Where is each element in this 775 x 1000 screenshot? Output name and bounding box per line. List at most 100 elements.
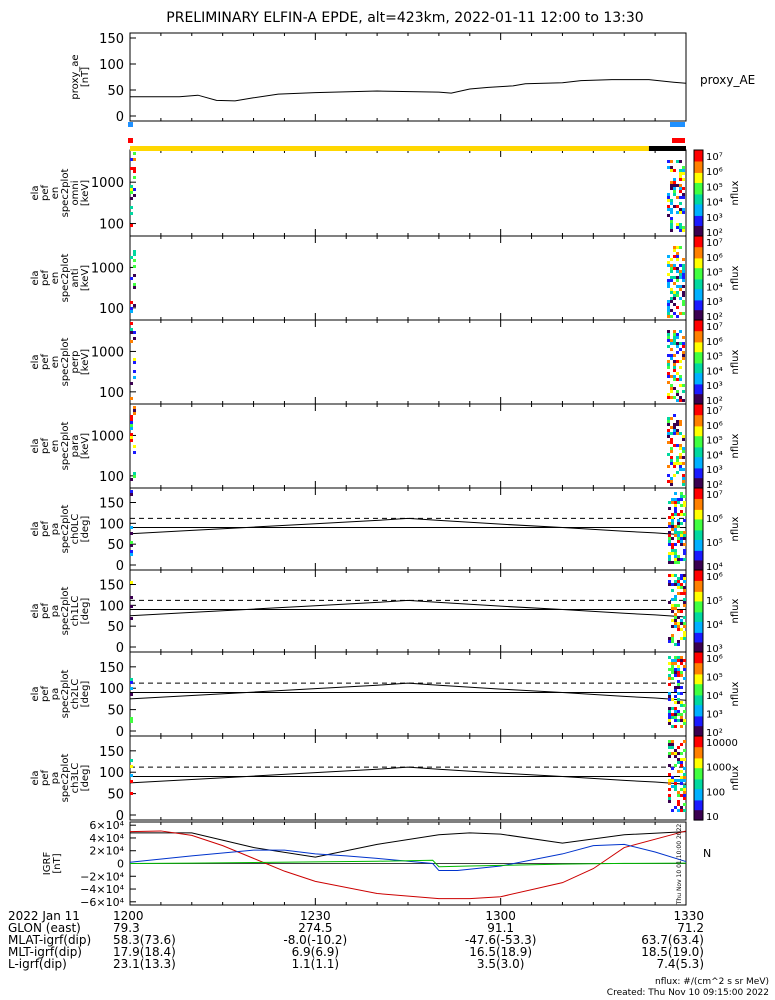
ephemeris-value: 63.7(63.4): [641, 933, 704, 947]
colorbar-cell: [694, 695, 703, 698]
colorbar-cell: [694, 668, 703, 671]
spectrogram-pixel: [679, 342, 682, 345]
spectrogram-pixel: [667, 199, 670, 202]
spectrogram-pixel: [668, 522, 671, 525]
spectrogram-pixel: [677, 498, 680, 501]
colorbar-cell: [694, 255, 703, 258]
spectrogram-pixel: [676, 462, 679, 465]
colorbar-cell: [694, 523, 703, 526]
spectrogram-pixel: [668, 574, 671, 577]
colorbar-cell: [694, 177, 703, 180]
colorbar-cell: [694, 636, 703, 639]
spectrogram-pixel: [680, 574, 683, 577]
spectrogram-pixel: [130, 765, 133, 768]
spectrogram-pixel: [679, 285, 682, 288]
spectrogram-pixel: [677, 683, 680, 686]
spectrogram-pixel: [668, 746, 671, 749]
spectrogram-pixel: [677, 656, 680, 659]
spectrogram-pixel: [668, 537, 671, 540]
spectrogram-pixel: [667, 312, 670, 315]
colorbar-cell: [694, 420, 703, 423]
spectrogram-pixel: [130, 340, 133, 343]
spectrogram-pixel: [682, 294, 685, 297]
spectrogram-pixel: [680, 619, 683, 622]
spectrogram-pixel: [674, 534, 677, 537]
ylabel-line: ch3LC: [70, 763, 81, 794]
colorbar-cell: [694, 482, 703, 485]
colorbar-cell: [694, 430, 703, 433]
colorbar-cell: [694, 441, 703, 444]
colorbar-cell: [694, 488, 703, 490]
colorbar-cell: [694, 283, 703, 286]
spectrogram-pixel: [130, 158, 133, 161]
y-tick-label: 50: [107, 538, 124, 553]
colorbar-tick: 10²: [706, 396, 723, 407]
colorbar-tick: 10⁵: [706, 352, 723, 363]
spectrogram-pixel: [670, 258, 673, 261]
spectrogram-pixel: [667, 261, 670, 264]
ylabel-line: IGRF: [42, 852, 53, 876]
spectrogram-pixel: [673, 312, 676, 315]
spectrogram-pixel: [680, 716, 683, 719]
colorbar-tick: 10⁶: [706, 167, 723, 178]
ephemeris-value: 16.5(18.9): [469, 945, 532, 959]
colorbar-cell: [694, 341, 703, 343]
spectrogram-pixel: [667, 279, 670, 282]
spectrogram-pixel: [667, 300, 670, 303]
spectrogram-pixel: [677, 561, 680, 564]
colorbar-cell: [694, 666, 703, 668]
colorbar-cell: [694, 434, 703, 437]
spectrogram-pixel: [668, 692, 671, 695]
colorbar-cell: [694, 702, 703, 705]
spectrogram-pixel: [670, 267, 673, 270]
colorbar-cell: [694, 422, 703, 425]
colorbar-cell: [694, 638, 703, 641]
spectrogram-pixel: [680, 764, 683, 767]
spectrogram-pixel: [682, 172, 685, 175]
colorbar-tick: 10⁴: [706, 620, 723, 631]
spectrogram-pixel: [668, 707, 671, 710]
spectrogram-pixel: [676, 399, 679, 402]
state-bars: [128, 122, 686, 151]
colorbar-cell: [694, 369, 703, 371]
colorbar-cell: [694, 496, 703, 499]
spectrogram-pixel: [671, 543, 674, 546]
colorbar-cell: [694, 605, 703, 608]
colorbar-tick: 10³: [706, 710, 723, 721]
colorbar-cell: [694, 535, 703, 538]
colorbar-cell: [694, 353, 703, 356]
ylabel-line: ela: [30, 686, 41, 701]
spectrogram-pixel: [676, 285, 679, 288]
colorbar-cell: [694, 370, 703, 373]
ylabel-line: spec2plot: [60, 670, 71, 719]
spectrogram-pixel: [679, 297, 682, 300]
spectrogram-pixel: [130, 693, 133, 696]
colorbar-cell: [694, 193, 703, 196]
spectrogram-pixel: [668, 683, 671, 686]
spectrogram-pixel: [671, 809, 674, 812]
colorbar-cell: [694, 252, 703, 255]
spectrogram-pixel: [670, 450, 673, 453]
spectrogram-pixel: [677, 522, 680, 525]
spectrogram-pixel: [673, 426, 676, 429]
colorbar-cell: [694, 712, 703, 715]
spectrogram-pixel: [679, 348, 682, 351]
colorbar-cell: [694, 373, 703, 376]
y-tick-label: 100: [99, 682, 124, 697]
spectrogram-pixel: [667, 160, 670, 163]
y-tick-label: 50: [107, 788, 124, 803]
colorbar-cell: [694, 710, 703, 713]
colorbar-cell: [694, 286, 703, 289]
colorbar-cell: [694, 620, 703, 623]
y-tick-label: 100: [99, 302, 124, 317]
spectrogram-pixel: [671, 725, 674, 728]
colorbar-cell: [694, 336, 703, 339]
colorbar-cell: [694, 800, 703, 803]
spectrogram-pixel: [677, 610, 680, 613]
colorbar-cell: [694, 485, 703, 488]
colorbar-cell: [694, 815, 703, 818]
spectrogram-pixel: [133, 158, 136, 161]
spectrogram-pixel: [673, 336, 676, 339]
spectrogram-pixel: [133, 194, 136, 197]
spectrogram-pixel: [682, 474, 685, 477]
